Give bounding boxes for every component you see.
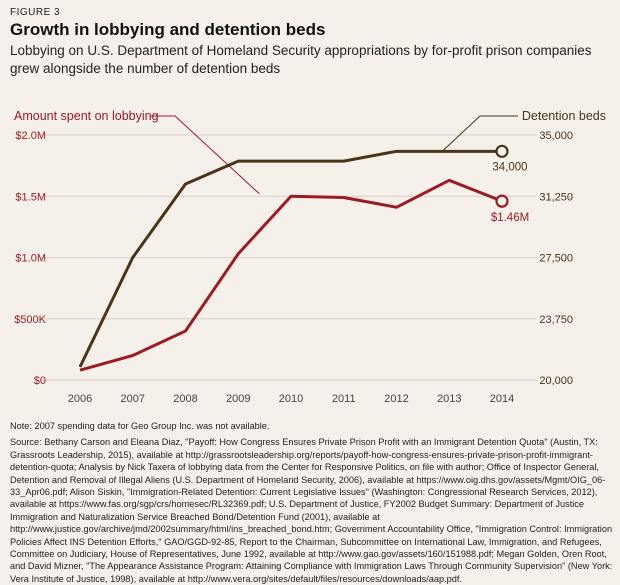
x-tick-label: 2013 bbox=[437, 393, 461, 405]
figure-label: FIGURE 3 bbox=[10, 7, 61, 18]
beds-end-marker bbox=[495, 144, 509, 158]
x-tick-label: 2006 bbox=[68, 393, 92, 405]
right-axis: 20,000 23,750 27,500 31,250 35,000 bbox=[539, 130, 573, 387]
x-tick-label: 2011 bbox=[332, 393, 356, 405]
left-tick-label: $2.0M bbox=[15, 130, 46, 142]
notes-section: Note: 2007 spending data for Geo Group I… bbox=[10, 420, 614, 585]
lobbying-line bbox=[79, 178, 503, 372]
line-chart: $0 $500K $1.0M $1.5M $2.0M 20,000 23,750 27,50… bbox=[14, 109, 606, 405]
x-tick-label: 2012 bbox=[384, 393, 408, 405]
chart-sources: Source: Bethany Carson and Eleana Diaz, … bbox=[10, 437, 613, 584]
gridlines bbox=[40, 134, 537, 381]
chart-note: Note: 2007 spending data for Geo Group I… bbox=[10, 421, 270, 431]
beds-leader-line bbox=[440, 115, 518, 153]
x-axis: 2006 2007 2008 2009 2010 2011 2012 2013 2014 bbox=[68, 393, 514, 405]
chart-title: Growth in lobbying and detention beds bbox=[10, 20, 326, 39]
right-tick-label: 31,250 bbox=[539, 191, 573, 203]
series: 34,000 $1.46M bbox=[78, 144, 529, 372]
x-tick-label: 2007 bbox=[121, 393, 145, 405]
beds-line bbox=[78, 149, 502, 368]
x-tick-label: 2014 bbox=[490, 393, 514, 405]
left-tick-label: $500K bbox=[14, 314, 46, 326]
legend-callouts: Amount spent on lobbying Detention beds bbox=[14, 109, 606, 195]
beds-legend-label: Detention beds bbox=[522, 109, 606, 123]
lobbying-end-label: $1.46M bbox=[491, 212, 529, 224]
lobbying-leader-line bbox=[150, 115, 260, 195]
right-tick-label: 27,500 bbox=[539, 253, 573, 265]
left-tick-label: $0 bbox=[34, 375, 46, 387]
right-tick-label: 35,000 bbox=[539, 130, 573, 142]
x-tick-label: 2009 bbox=[226, 393, 250, 405]
chart-subtitle: Lobbying on U.S. Department of Homeland … bbox=[10, 43, 592, 76]
left-axis: $0 $500K $1.0M $1.5M $2.0M bbox=[14, 130, 46, 387]
lobbying-legend-label: Amount spent on lobbying bbox=[14, 109, 159, 123]
right-tick-label: 23,750 bbox=[539, 314, 573, 326]
x-tick-label: 2008 bbox=[173, 393, 197, 405]
left-tick-label: $1.0M bbox=[15, 253, 46, 265]
lobbying-end-marker bbox=[495, 194, 509, 208]
x-tick-label: 2010 bbox=[279, 393, 303, 405]
left-tick-label: $1.5M bbox=[15, 191, 46, 203]
beds-end-label: 34,000 bbox=[492, 161, 527, 173]
right-tick-label: 20,000 bbox=[539, 375, 573, 387]
